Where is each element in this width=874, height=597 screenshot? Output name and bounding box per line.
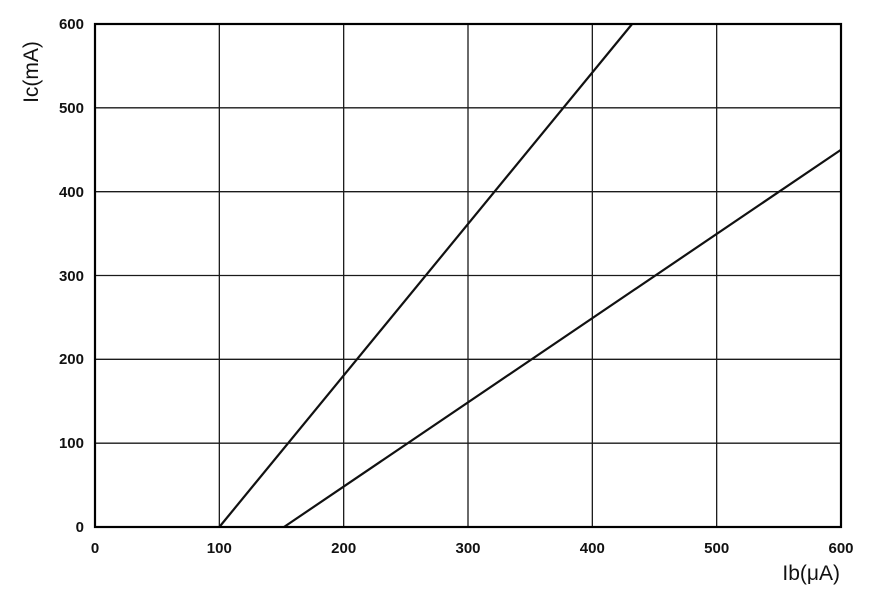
y-axis-title: Ic(mA) <box>20 41 43 103</box>
series-lines <box>218 23 842 528</box>
grid-lines <box>94 23 842 528</box>
y-tick-labels: 0 100 200 300 400 500 600 <box>59 16 84 536</box>
y-tick-label: 500 <box>59 100 84 117</box>
y-tick-label: 200 <box>59 351 84 368</box>
series-line-2 <box>283 148 842 528</box>
x-tick-label: 400 <box>580 540 605 557</box>
y-tick-label: 400 <box>59 184 84 201</box>
x-tick-label: 200 <box>331 540 356 557</box>
x-tick-label: 300 <box>455 540 480 557</box>
x-tick-labels: 0 100 200 300 400 500 600 <box>91 540 854 557</box>
x-tick-label: 0 <box>91 540 99 557</box>
x-tick-label: 600 <box>828 540 853 557</box>
y-tick-label: 100 <box>59 435 84 452</box>
x-axis-title: Ib(μA) <box>782 562 840 585</box>
x-tick-label: 100 <box>207 540 232 557</box>
series-line-1 <box>218 23 633 528</box>
x-tick-label: 500 <box>704 540 729 557</box>
plot-frame <box>93 22 843 529</box>
y-tick-label: 0 <box>76 519 84 536</box>
y-tick-label: 300 <box>59 268 84 285</box>
y-tick-label: 600 <box>59 16 84 33</box>
